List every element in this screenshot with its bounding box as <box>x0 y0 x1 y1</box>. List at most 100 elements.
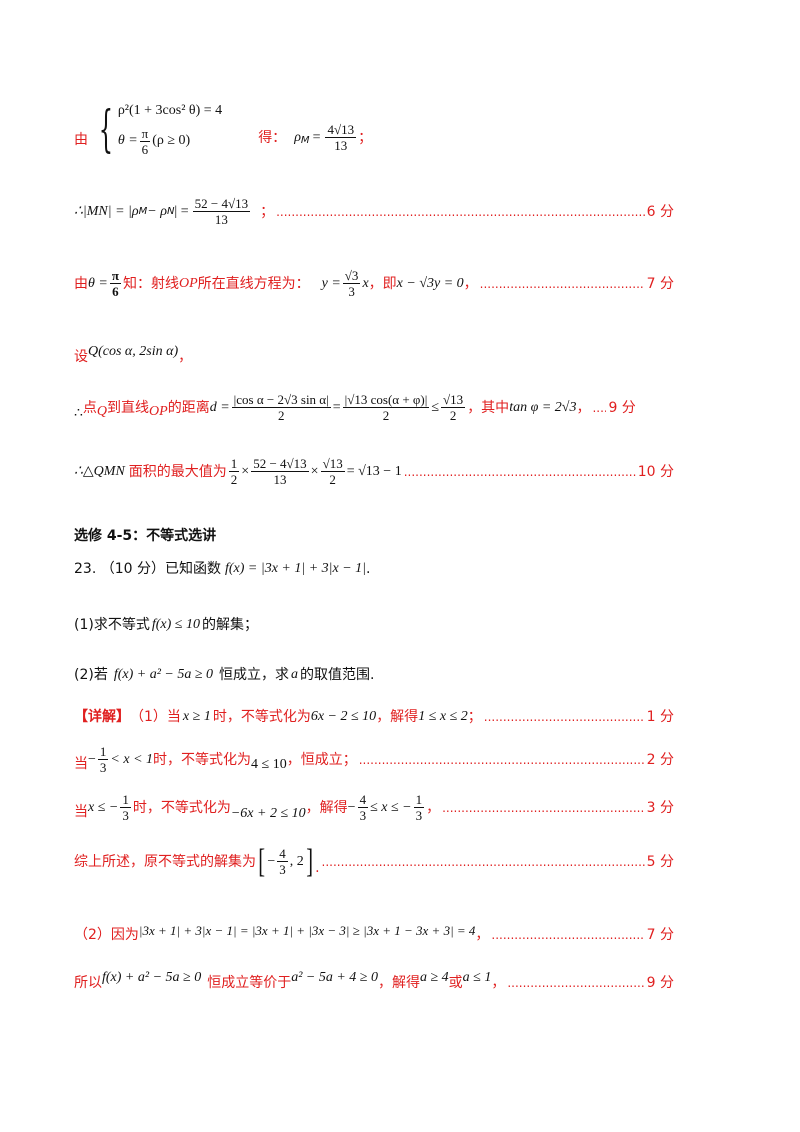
q-point: Q(cos α, 2sin α) <box>88 344 179 359</box>
comma: ， <box>491 975 506 991</box>
period: . <box>366 561 371 577</box>
part1-ineq: f(x) ≤ 10 <box>151 617 200 632</box>
frac-den: 2 <box>230 472 238 487</box>
left-brace: { <box>98 100 114 158</box>
sol-text: ，解得 <box>305 799 348 816</box>
score-label: 6 分 <box>646 203 674 220</box>
score-label: 1 分 <box>646 709 674 725</box>
line-distance: ∴ 点 Q 到直线 OP 的距离 d = |cos α − 2√3 sin α|… <box>74 392 674 423</box>
ray-text: 知：射线 <box>122 275 179 292</box>
dang-text: 当 <box>74 755 88 772</box>
leader-dots <box>276 203 645 221</box>
leader-dots <box>480 275 645 293</box>
rho-subscript: M <box>300 135 310 146</box>
frac-den: 3 <box>348 284 355 299</box>
frac-den: 13 <box>273 472 287 487</box>
frac-den: 13 <box>334 137 348 153</box>
solution-line-4: 综上所述，原不等式的解集为 [ − 43 , 2 ] . 5 分 <box>74 842 674 880</box>
frac-num: |cos α − 2√3 sin α| <box>231 392 331 408</box>
frac-den: 13 <box>214 212 228 227</box>
frac-den: 6 <box>141 141 149 157</box>
distance-text: 的距离 <box>167 399 210 416</box>
line-prefix: 由 <box>74 132 88 148</box>
part2-ineq: f(x) + a² − 5a ≥ 0 <box>113 667 214 682</box>
line-eq-text: 所在直线方程为： <box>197 275 310 292</box>
frac-num: π <box>139 125 151 142</box>
times: × <box>241 463 250 479</box>
area-text: 面积的最大值为 <box>128 463 227 480</box>
solution-line-5: （2）因为 |3x + 1| + 3|x − 1| = |3x + 1| + |… <box>74 918 674 944</box>
frac-den: 2 <box>382 408 390 423</box>
leader-dots <box>484 708 645 726</box>
frac-den: 3 <box>279 862 286 877</box>
score-label: 2 分 <box>646 751 674 768</box>
section-heading: 选修 4-5：不等式选讲 <box>74 528 217 544</box>
question-part-1: (1)求不等式 f(x) ≤ 10 的解集； <box>74 616 674 634</box>
leader-dots <box>359 751 645 769</box>
tan-eq: tan φ = 2√3 <box>509 399 577 415</box>
system-eq1: ρ²(1 + 3cos² θ) = 4 <box>117 102 223 118</box>
frac-den: 2 <box>329 472 336 487</box>
frac-den: 2 <box>277 408 285 423</box>
distance-frac-3: √13 2 <box>441 392 466 423</box>
comma: ， <box>576 399 591 416</box>
result-2: a ≤ 1 <box>462 970 492 985</box>
op-label: OP <box>149 403 168 419</box>
sol-text: ，解得 <box>376 709 419 725</box>
sol-text: （2）因为 <box>74 927 139 943</box>
mn-lhs: ∴|MN| = |ρ <box>74 203 139 219</box>
semicolon: ； <box>358 130 373 146</box>
result-1: a ≥ 4 <box>419 970 449 985</box>
equals: = <box>312 130 321 145</box>
solution-line-6: 所以 f(x) + a² − 5a ≥ 0 恒成立等价于 a² − 5a + 4… <box>74 964 674 992</box>
frac-den: 3 <box>415 808 423 823</box>
score-label: 9 分 <box>608 399 636 416</box>
question-23: 23. （10 分）已知函数 f(x) = |3x + 1| + 3|x − 1… <box>74 560 674 578</box>
tail: , 2 <box>289 853 304 869</box>
period: . <box>315 859 320 876</box>
sqrt3-frac: √3 3 <box>342 268 361 299</box>
dang-text: 当 <box>74 803 88 820</box>
part2-text: (2)若 <box>74 667 108 683</box>
de-text: 得： <box>258 130 287 146</box>
times: × <box>310 463 319 479</box>
equivalent-ineq: a² − 5a + 4 ≥ 0 <box>291 970 378 985</box>
frac-den: 3 <box>122 808 129 823</box>
comma: ， <box>178 349 193 365</box>
cond: x ≤ − <box>88 799 119 815</box>
question-head: 23. （10 分）已知函数 <box>74 561 221 577</box>
rho-m-frac: 4√13 13 <box>325 121 357 153</box>
score-label: 9 分 <box>646 975 674 991</box>
score-label: 3 分 <box>646 799 674 816</box>
q-label: Q <box>96 403 108 419</box>
d-var: d = <box>209 399 230 415</box>
distance-frac-2: |√13 cos(α + φ)| 2 <box>342 392 430 423</box>
frac-den: 3 <box>359 808 367 823</box>
detail-tag: 【详解】 <box>74 709 130 725</box>
area-result: = √13 − 1 <box>346 463 402 479</box>
semicolon: ； <box>260 203 275 220</box>
leader-dots <box>404 463 636 481</box>
sol-text: 时，不等式化为 <box>153 751 252 768</box>
right-bracket: ] <box>306 842 313 880</box>
sol-text: （1）当 <box>130 709 181 725</box>
ineq: 4 ≤ 10 <box>251 756 287 772</box>
comma: ， <box>475 927 490 943</box>
or-text: 或 <box>448 975 463 991</box>
sol-text: 所以 <box>74 975 102 991</box>
triangle-qmn: ∴△QMN <box>74 463 125 479</box>
sub-m: M <box>138 205 148 217</box>
frac-num: 4√13 <box>325 121 357 138</box>
minus: − <box>267 853 276 869</box>
comma: ， <box>426 799 441 816</box>
